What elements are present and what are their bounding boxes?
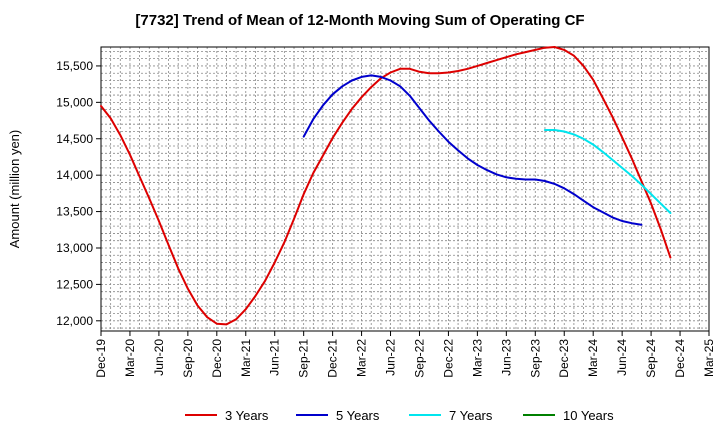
series-lines xyxy=(100,46,672,326)
y-tick-label: 13,500 xyxy=(56,205,93,219)
x-tick-label: Jun-22 xyxy=(384,339,398,376)
legend-label: 7 Years xyxy=(449,408,493,423)
y-axis-label: Amount (million yen) xyxy=(7,130,22,249)
plot-area-frame xyxy=(100,46,710,332)
y-tick-label: 13,000 xyxy=(56,241,93,255)
legend-label: 5 Years xyxy=(336,408,380,423)
x-tick-label: Mar-21 xyxy=(239,339,253,377)
chart-title: [7732] Trend of Mean of 12-Month Moving … xyxy=(135,12,585,29)
x-tick-label: Sep-22 xyxy=(412,339,426,378)
x-tick-label: Jun-20 xyxy=(152,339,166,376)
x-tick-label: Dec-21 xyxy=(326,339,340,378)
x-tick-label: Jun-21 xyxy=(268,339,282,376)
y-tick-label: 12,000 xyxy=(56,314,93,328)
x-tick-label: Dec-23 xyxy=(557,339,571,378)
series-line-3-years xyxy=(100,46,672,326)
grid-lines xyxy=(101,47,709,331)
x-tick-label: Jun-23 xyxy=(499,339,513,376)
legend-label: 10 Years xyxy=(563,408,614,423)
y-tick-label: 12,500 xyxy=(56,277,93,291)
y-axis: 12,000 12,500 13,000 13,500 14,000 14,500 15,0… xyxy=(56,59,101,328)
series-line-7-years xyxy=(543,129,672,214)
y-tick-label: 15,500 xyxy=(56,59,93,73)
x-tick-label: Mar-22 xyxy=(355,339,369,377)
x-tick-label: Sep-21 xyxy=(297,339,311,378)
x-tick-label: Sep-23 xyxy=(528,339,542,378)
y-tick-label: 14,500 xyxy=(56,132,93,146)
y-tick-label: 14,000 xyxy=(56,168,93,182)
x-axis: Dec-19 Mar-20 Jun-20 Sep-20 Dec-20 Mar-21 Jun-… xyxy=(94,331,716,378)
legend: 3 Years 5 Years 7 Years 10 Years xyxy=(185,408,614,423)
x-tick-label: Sep-24 xyxy=(644,339,658,378)
x-tick-label: Dec-22 xyxy=(441,339,455,378)
x-tick-label: Sep-20 xyxy=(181,339,195,378)
x-tick-label: Mar-25 xyxy=(702,339,716,377)
x-tick-label: Mar-23 xyxy=(470,339,484,377)
series-line-5-years xyxy=(302,74,643,226)
legend-label: 3 Years xyxy=(225,408,269,423)
x-tick-label: Dec-19 xyxy=(94,339,108,378)
x-tick-label: Dec-20 xyxy=(210,339,224,378)
x-tick-label: Jun-24 xyxy=(615,339,629,376)
y-tick-label: 15,000 xyxy=(56,95,93,109)
x-tick-label: Mar-20 xyxy=(123,339,137,377)
x-tick-label: Mar-24 xyxy=(586,339,600,377)
x-tick-label: Dec-24 xyxy=(673,339,687,378)
